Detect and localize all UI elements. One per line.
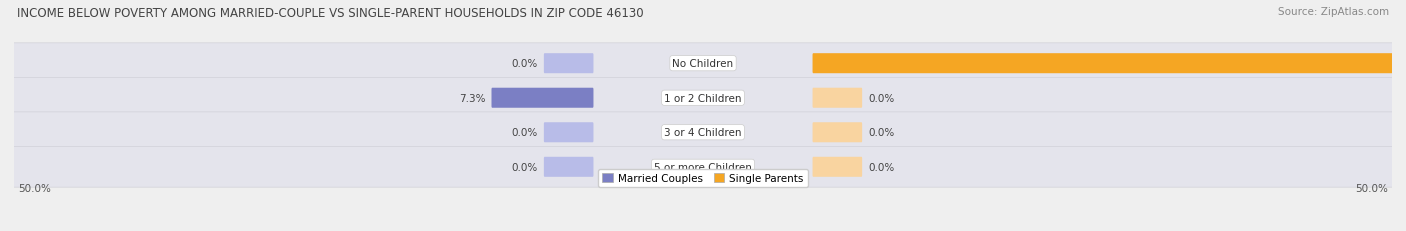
Text: 0.0%: 0.0% <box>869 93 894 103</box>
Text: 0.0%: 0.0% <box>869 162 894 172</box>
Legend: Married Couples, Single Parents: Married Couples, Single Parents <box>599 169 807 187</box>
Text: 50.0%: 50.0% <box>1355 183 1388 193</box>
Text: 0.0%: 0.0% <box>869 128 894 138</box>
Text: 0.0%: 0.0% <box>512 128 537 138</box>
FancyBboxPatch shape <box>813 123 862 143</box>
FancyBboxPatch shape <box>544 54 593 74</box>
FancyBboxPatch shape <box>3 147 1403 187</box>
Text: No Children: No Children <box>672 59 734 69</box>
FancyBboxPatch shape <box>3 112 1403 153</box>
Text: 3 or 4 Children: 3 or 4 Children <box>664 128 742 138</box>
FancyBboxPatch shape <box>544 157 593 177</box>
Text: 50.0%: 50.0% <box>18 183 51 193</box>
Text: Source: ZipAtlas.com: Source: ZipAtlas.com <box>1278 7 1389 17</box>
FancyBboxPatch shape <box>3 78 1403 119</box>
FancyBboxPatch shape <box>813 88 862 108</box>
Text: 7.3%: 7.3% <box>458 93 485 103</box>
Text: 1 or 2 Children: 1 or 2 Children <box>664 93 742 103</box>
Text: INCOME BELOW POVERTY AMONG MARRIED-COUPLE VS SINGLE-PARENT HOUSEHOLDS IN ZIP COD: INCOME BELOW POVERTY AMONG MARRIED-COUPL… <box>17 7 644 20</box>
FancyBboxPatch shape <box>3 44 1403 84</box>
Text: 0.0%: 0.0% <box>512 162 537 172</box>
Text: 5 or more Children: 5 or more Children <box>654 162 752 172</box>
FancyBboxPatch shape <box>492 88 593 108</box>
Text: 0.0%: 0.0% <box>512 59 537 69</box>
FancyBboxPatch shape <box>544 123 593 143</box>
FancyBboxPatch shape <box>813 54 1406 74</box>
FancyBboxPatch shape <box>813 157 862 177</box>
